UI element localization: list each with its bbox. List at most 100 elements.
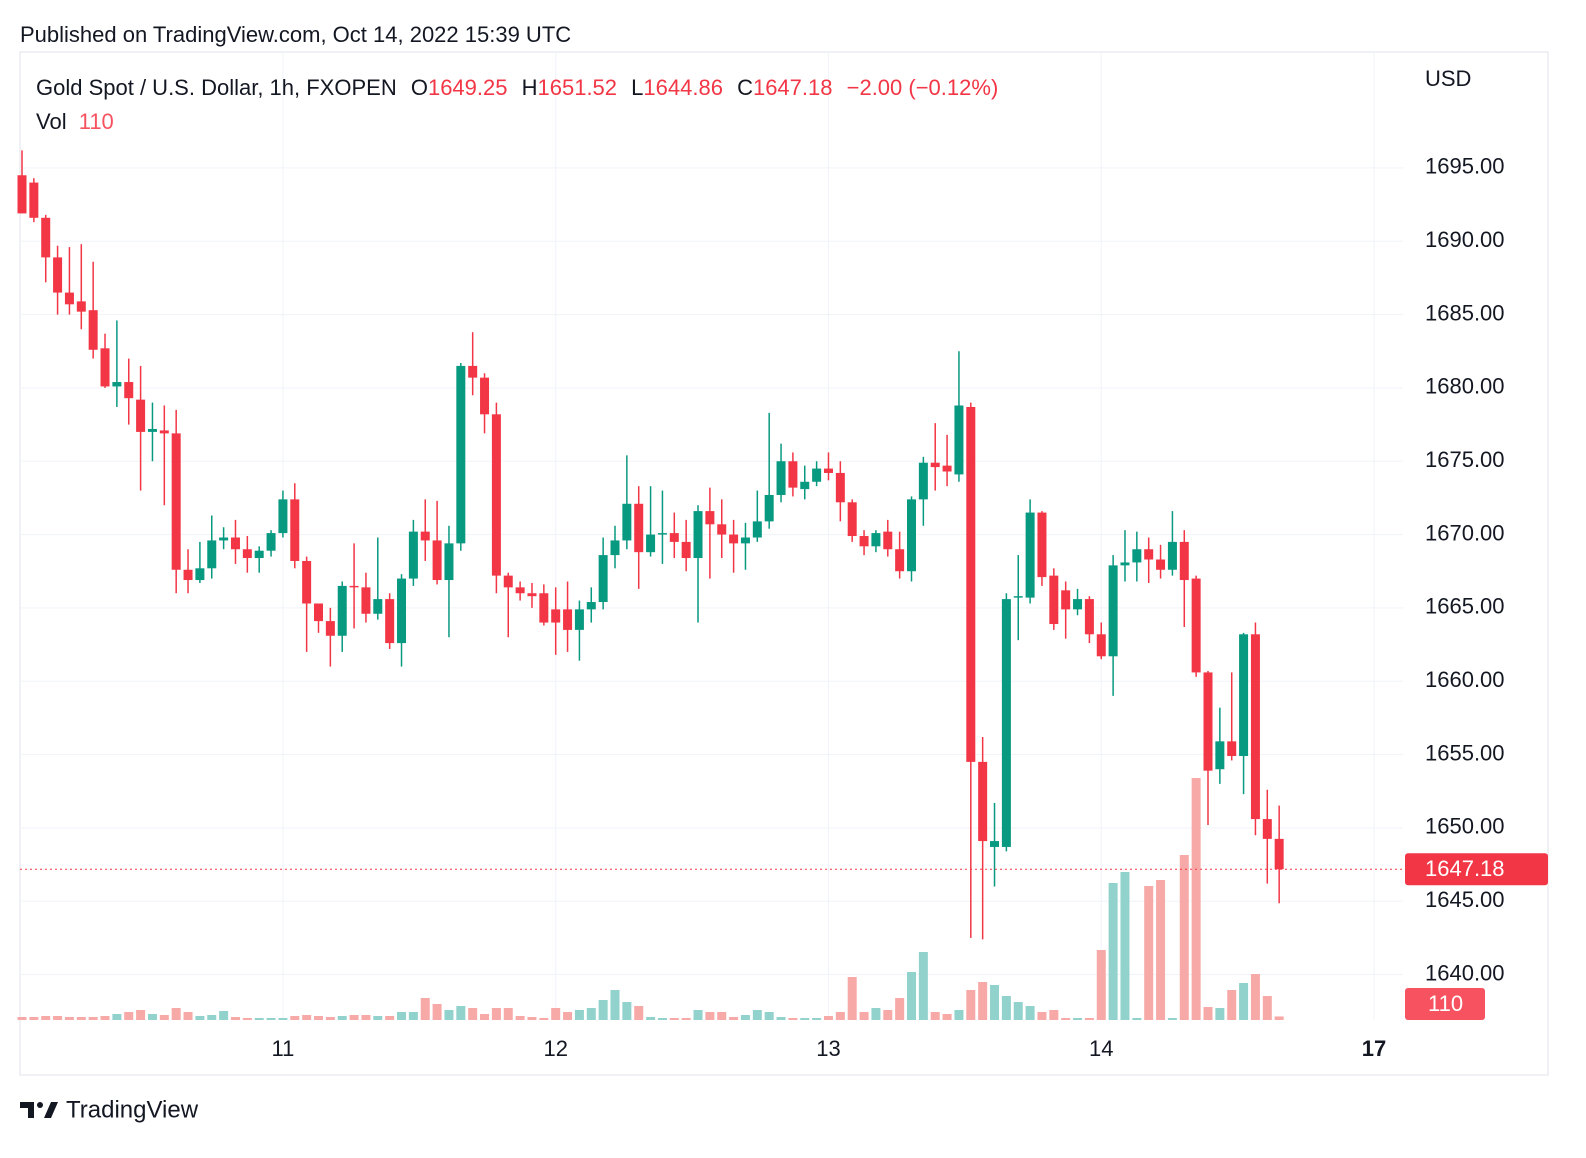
volume-bar — [503, 1008, 513, 1020]
volume-bar — [942, 1014, 952, 1020]
candle-body — [420, 531, 430, 541]
candle-body — [456, 365, 466, 544]
candle-body — [859, 536, 869, 547]
volume-bar — [314, 1016, 323, 1020]
volume-bar — [1108, 883, 1118, 1020]
volume-bar — [907, 972, 916, 1020]
low-label: L — [631, 75, 643, 100]
candle-body — [693, 511, 703, 559]
volume-bar — [1013, 1002, 1023, 1020]
volume-bar — [136, 1010, 146, 1020]
candle-body — [171, 433, 181, 570]
candle-body — [1191, 578, 1201, 673]
volume-bar — [112, 1014, 122, 1020]
candle-body — [1250, 634, 1260, 820]
candle-body — [337, 585, 347, 636]
candle-body — [551, 609, 561, 623]
candle-body — [1227, 741, 1237, 757]
volume-bar — [219, 1011, 229, 1020]
x-tick-label: 14 — [1089, 1036, 1113, 1061]
candle-body — [503, 575, 513, 588]
candle-body — [918, 462, 928, 500]
x-tick-label: 11 — [271, 1036, 294, 1061]
candle-body — [302, 560, 312, 604]
volume-bar — [290, 1016, 300, 1020]
candle-body — [1203, 672, 1213, 771]
candle-body — [76, 301, 86, 312]
close-value: 1647.18 — [753, 75, 833, 100]
volume-bar — [586, 1008, 596, 1020]
candle-body — [266, 533, 276, 551]
candle-body — [159, 430, 169, 434]
volume-bar — [776, 1017, 786, 1020]
volume-bar — [598, 1000, 608, 1020]
volume-bar — [278, 1018, 288, 1020]
axes: 1640.00 1645.00 1650.00 1655.00 1660.00 1665.… — [20, 154, 1548, 1061]
volume-bar — [147, 1014, 157, 1020]
publish-header: Published on TradingView.com, Oct 14, 20… — [20, 22, 571, 47]
y-tick-label: 1695.00 — [1425, 154, 1505, 179]
candle-body — [112, 382, 122, 387]
x-tick-label: 13 — [816, 1036, 840, 1061]
candle-body — [764, 494, 774, 522]
volume-bar — [1262, 996, 1272, 1020]
candle-body — [634, 503, 644, 553]
candle-body — [1001, 599, 1011, 847]
candle-body — [539, 593, 549, 623]
candle-body — [1061, 590, 1071, 610]
candle-body — [646, 534, 656, 553]
candle-body — [871, 533, 881, 547]
volume-legend: Vol 110 — [36, 109, 114, 134]
volume-bar — [1156, 880, 1166, 1020]
volume-bar — [1144, 886, 1154, 1020]
candle-body — [1108, 565, 1118, 657]
volume-bar — [1001, 996, 1011, 1020]
volume-bar — [563, 1012, 573, 1020]
candle-body — [681, 541, 691, 559]
volume-bar — [1191, 778, 1201, 1020]
symbol-title: Gold Spot / U.S. Dollar, 1h, FXOPEN — [36, 75, 397, 100]
candle-body — [349, 585, 359, 588]
volume-bar — [610, 990, 620, 1020]
candle-body — [124, 382, 134, 399]
volume-bar — [207, 1015, 217, 1020]
volume-bar — [954, 1010, 964, 1020]
volume-bar — [788, 1018, 798, 1020]
y-tick-label: 1640.00 — [1425, 960, 1505, 985]
candle-body — [136, 399, 146, 432]
volume-bar — [681, 1018, 691, 1020]
logo-mark — [20, 1102, 34, 1118]
volume-bar — [1025, 1006, 1035, 1020]
candle-body — [1156, 559, 1166, 570]
candle-body — [480, 377, 490, 415]
volume-bar — [337, 1016, 347, 1020]
x-tick-label: 12 — [543, 1036, 567, 1061]
volume-bar — [1120, 872, 1130, 1020]
volume-bar — [551, 1008, 561, 1020]
currency-backdrop — [1405, 60, 1545, 106]
volume-bar — [242, 1018, 252, 1020]
volume-bar — [669, 1018, 679, 1020]
volume-bar — [740, 1015, 750, 1020]
volume-bar — [1049, 1010, 1059, 1020]
candle-body — [788, 461, 798, 488]
last-price-box — [1405, 853, 1548, 886]
volume-bar — [171, 1008, 181, 1020]
candle-body — [883, 531, 893, 550]
candle-body — [610, 540, 620, 556]
volume-bar — [527, 1017, 537, 1020]
volume-bar — [385, 1016, 395, 1020]
candle-body — [847, 502, 857, 537]
volume-bar — [456, 1006, 466, 1020]
y-tick-label: 1680.00 — [1425, 374, 1505, 399]
candle-body — [622, 503, 632, 541]
candle-body — [183, 569, 193, 581]
volume-bar — [978, 982, 988, 1020]
close-label: C — [737, 75, 753, 100]
volume-bar — [230, 1017, 240, 1020]
volume-bar — [835, 1012, 845, 1020]
y-tick-label: 1645.00 — [1425, 887, 1505, 912]
candle-body — [800, 481, 810, 490]
volume-bar — [1227, 990, 1237, 1020]
